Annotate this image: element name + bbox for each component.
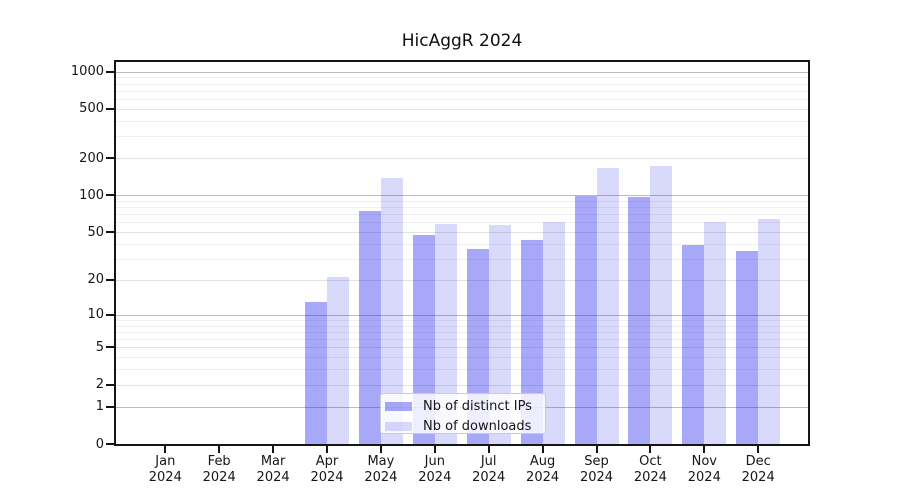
minor-gridline [116,136,808,138]
x-tickmark [433,446,436,453]
legend: Nb of distinct IPs Nb of downloads [380,393,546,434]
x-tickmark [703,446,706,453]
bar-distinct-ips-oct [628,196,651,444]
bar-distinct-ips-may [358,211,381,444]
x-tickmark [649,446,652,453]
labeled-minor-gridline [116,108,808,110]
y-tick-label: 100 [79,187,104,203]
y-tick-label: 500 [79,101,104,117]
y-tickmark [106,70,114,73]
labeled-minor-gridline [116,384,808,386]
minor-gridline [116,99,808,101]
x-tickmark [164,446,167,453]
bar-distinct-ips-sep [574,195,597,444]
minor-gridline [116,90,808,92]
minor-gridline [116,369,808,371]
y-tick-label: 50 [87,224,104,240]
bar-distinct-ips-nov [682,245,705,444]
x-tick-label: Feb 2024 [202,454,236,486]
y-tickmark [106,346,114,349]
bar-distinct-ips-apr [305,301,327,444]
bar-distinct-ips-jun [412,235,435,444]
minor-gridline [116,258,808,260]
y-tickmark [106,157,114,160]
x-tick-label: Jul 2024 [472,454,506,486]
x-tick-label: Aug 2024 [526,454,560,486]
y-tick-label: 5 [95,339,104,355]
major-gridline [116,71,808,73]
bar-downloads-oct [650,165,673,444]
minor-gridline [116,200,808,202]
minor-gridline [116,325,808,327]
x-tickmark [326,446,328,453]
y-tickmark [106,194,114,197]
legend-label-distinct-ips: Nb of distinct IPs [423,398,532,414]
minor-gridline [116,331,808,333]
labeled-minor-gridline [116,347,808,349]
minor-gridline [116,222,808,224]
bar-downloads-sep [596,167,619,444]
legend-swatch-downloads [385,421,412,431]
x-tick-label: Mar 2024 [256,454,290,486]
labeled-minor-gridline [116,158,808,160]
bar-distinct-ips-dec [736,250,759,444]
legend-item-distinct-ips: Nb of distinct IPs [385,398,545,414]
chart-title: HicAggR 2024 [401,31,523,51]
y-tickmark [106,443,114,445]
minor-gridline [116,319,808,321]
x-tickmark [757,446,760,453]
minor-gridline [116,339,808,341]
y-tick-label: 2 [95,377,104,393]
minor-gridline [116,214,808,216]
legend-item-downloads: Nb of downloads [385,418,545,434]
x-tick-label: Dec 2024 [741,454,775,486]
x-tickmark [379,446,382,453]
x-tickmark [595,446,598,453]
x-tick-label: Apr 2024 [310,454,344,486]
x-tick-label: May 2024 [364,454,398,486]
bar-downloads-jun [434,224,457,444]
minor-gridline [116,243,808,245]
bar-downloads-aug [542,221,565,444]
plot-area: Nb of distinct IPs Nb of downloads [114,60,810,446]
x-tickmark [541,446,544,453]
x-tick-label: Jan 2024 [148,454,182,486]
y-tickmark [106,313,114,316]
bar-downloads-may [380,178,403,444]
x-tick-label: Jun 2024 [418,454,452,486]
minor-gridline [116,120,808,122]
major-gridline [116,314,808,316]
minor-gridline [116,357,808,359]
minor-gridline [116,77,808,79]
x-tick-label: Nov 2024 [687,454,721,486]
y-tick-label: 1000 [70,64,104,80]
labeled-minor-gridline [116,232,808,233]
bar-downloads-apr [327,277,349,444]
legend-swatch-distinct-ips [385,401,412,411]
bar-downloads-nov [704,221,727,444]
x-tickmark [272,446,275,453]
y-tickmark [106,405,114,408]
y-tick-label: 200 [79,150,104,166]
y-tickmark [106,278,114,281]
bar-downloads-dec [758,219,781,444]
y-tick-label: 20 [87,272,104,288]
y-tick-label: 1 [95,399,104,415]
x-tick-label: Oct 2024 [633,454,667,486]
minor-gridline [116,83,808,85]
y-tickmark [106,383,114,386]
legend-label-downloads: Nb of downloads [423,418,532,434]
major-gridline [116,195,808,197]
x-tickmark [487,446,490,453]
y-tick-label: 10 [87,307,104,323]
labeled-minor-gridline [116,279,808,281]
minor-gridline [116,207,808,209]
bar-downloads-jul [488,225,511,444]
x-tickmark [218,446,221,453]
y-tick-label: 0 [95,436,104,452]
x-tick-label: Sep 2024 [579,454,614,486]
y-tickmark [106,107,114,110]
y-tickmark [106,231,114,233]
